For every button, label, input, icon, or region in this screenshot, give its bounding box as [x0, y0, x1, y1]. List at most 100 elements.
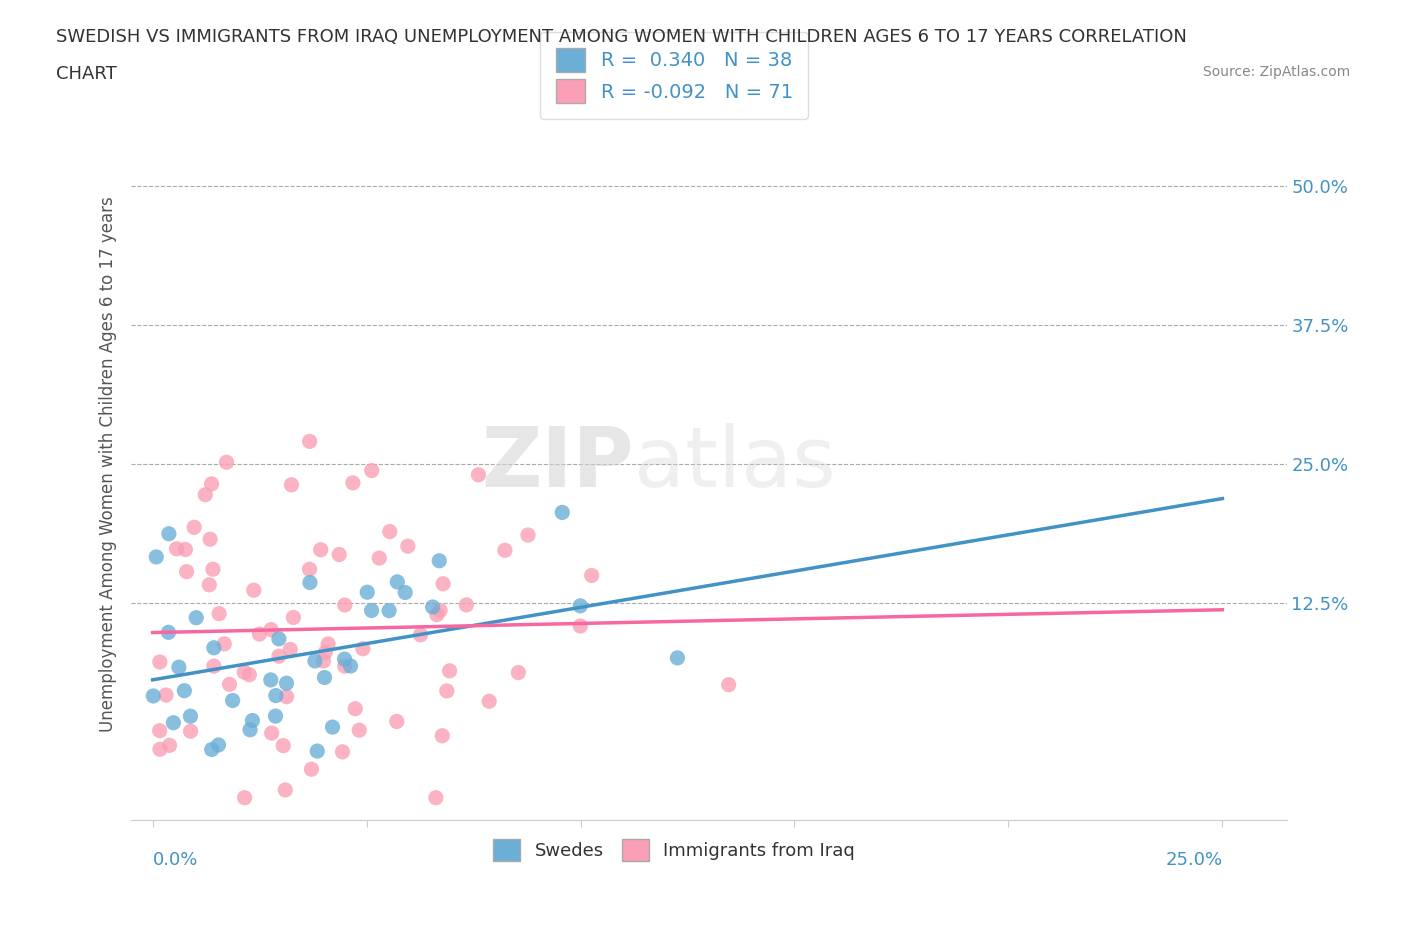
Point [260, 672, 283, 687]
Text: SWEDISH VS IMMIGRANTS FROM IRAQ UNEMPLOYMENT AMONG WOMEN WITH CHILDREN AGES 6 TO: SWEDISH VS IMMIGRANTS FROM IRAQ UNEMPLOY… [56, 28, 1187, 46]
Point [508, 665, 530, 680]
Point [517, 527, 540, 542]
Y-axis label: Unemployment Among Women with Children Ages 6 to 17 years: Unemployment Among Women with Children A… [100, 196, 117, 732]
Point [200, 476, 222, 491]
Point [385, 714, 408, 729]
Point [478, 694, 501, 709]
Point [429, 603, 451, 618]
Point [307, 744, 329, 759]
Point [198, 532, 221, 547]
Point [298, 575, 321, 590]
Point [312, 654, 335, 669]
Point [145, 550, 167, 565]
Point [298, 562, 321, 577]
Point [186, 610, 208, 625]
Point [666, 650, 689, 665]
Legend: Swedes, Immigrants from Iraq: Swedes, Immigrants from Iraq [486, 831, 862, 868]
Point [333, 658, 356, 673]
Point [569, 618, 592, 633]
Point [456, 597, 478, 612]
Point [581, 568, 603, 583]
Point [221, 693, 243, 708]
Point [333, 598, 356, 613]
Point [202, 641, 225, 656]
Point [194, 487, 217, 502]
Point [304, 654, 326, 669]
Point [198, 578, 221, 592]
Point [176, 565, 198, 579]
Point [267, 631, 290, 646]
Point [201, 742, 224, 757]
Point [569, 598, 592, 613]
Point [267, 649, 290, 664]
Point [155, 687, 177, 702]
Point [344, 701, 367, 716]
Point [422, 600, 444, 615]
Point [333, 652, 356, 667]
Point [202, 658, 225, 673]
Point [162, 715, 184, 730]
Point [233, 665, 256, 680]
Point [339, 658, 361, 673]
Point [173, 684, 195, 698]
Point [356, 585, 378, 600]
Point [309, 542, 332, 557]
Point [276, 676, 298, 691]
Point [207, 737, 229, 752]
Point [149, 724, 172, 738]
Point [352, 642, 374, 657]
Point [387, 575, 409, 590]
Point [322, 720, 344, 735]
Point [426, 607, 449, 622]
Point [328, 547, 350, 562]
Point [347, 723, 370, 737]
Point [298, 434, 321, 449]
Point [174, 542, 197, 557]
Point [332, 744, 354, 759]
Point [378, 604, 401, 618]
Text: ZIP: ZIP [481, 423, 634, 504]
Point [271, 738, 294, 753]
Point [494, 543, 516, 558]
Point [427, 553, 450, 568]
Point [264, 688, 287, 703]
Point [239, 723, 262, 737]
Point [260, 622, 283, 637]
Point [159, 737, 181, 752]
Point [260, 725, 283, 740]
Point [551, 505, 574, 520]
Point [274, 782, 297, 797]
Point [179, 709, 201, 724]
Point [425, 790, 447, 805]
Point [243, 583, 266, 598]
Point [276, 689, 298, 704]
Point [342, 475, 364, 490]
Point [167, 659, 190, 674]
Point [149, 742, 172, 757]
Point [432, 728, 454, 743]
Point [208, 606, 231, 621]
Point [394, 585, 416, 600]
Point [316, 636, 339, 651]
Text: atlas: atlas [634, 423, 835, 504]
Point [233, 790, 256, 805]
Point [249, 627, 271, 642]
Text: Source: ZipAtlas.com: Source: ZipAtlas.com [1202, 65, 1350, 79]
Point [409, 628, 432, 643]
Point [183, 520, 205, 535]
Point [215, 455, 238, 470]
Point [264, 709, 287, 724]
Point [280, 477, 302, 492]
Point [149, 655, 172, 670]
Text: CHART: CHART [56, 65, 117, 83]
Point [238, 668, 260, 683]
Point [314, 670, 336, 684]
Point [242, 713, 264, 728]
Point [378, 525, 401, 539]
Point [180, 724, 202, 738]
Point [432, 577, 454, 591]
Point [439, 663, 461, 678]
Point [467, 468, 489, 483]
Point [314, 644, 336, 659]
Point [278, 642, 301, 657]
